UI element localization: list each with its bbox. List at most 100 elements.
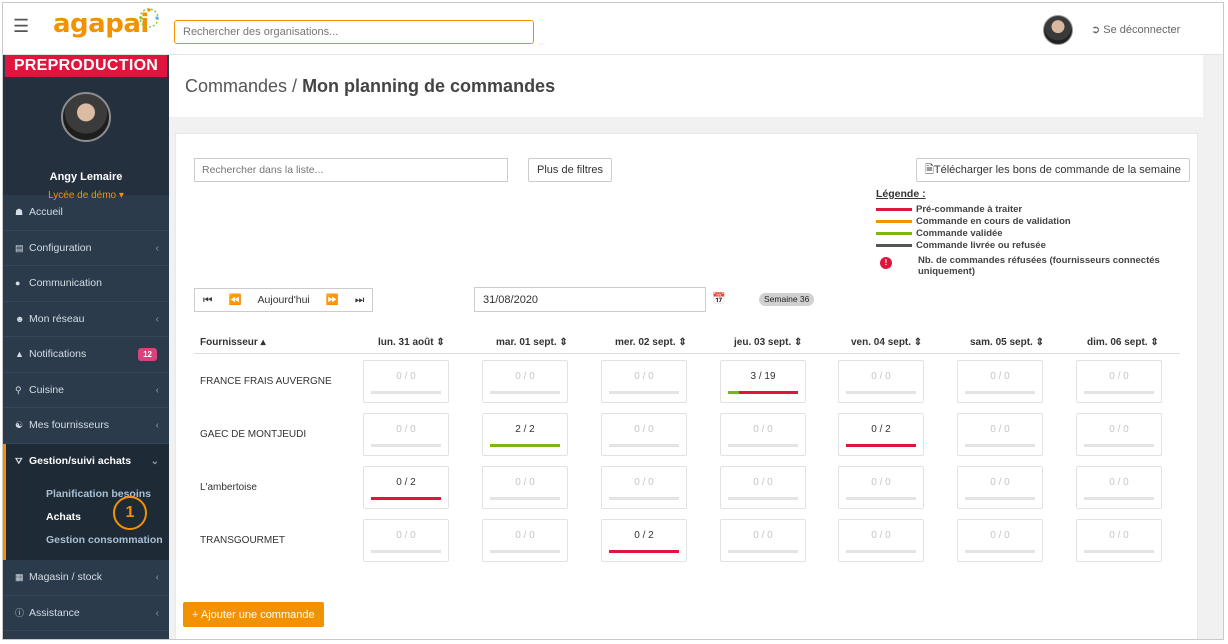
- bell-icon: ▲: [15, 349, 24, 359]
- column-header-day[interactable]: jeu. 03 sept. ⇕: [734, 337, 803, 348]
- order-cell[interactable]: 0 / 0: [482, 466, 568, 509]
- order-cell[interactable]: 0 / 0: [1076, 519, 1162, 562]
- order-count: 0 / 2: [871, 424, 891, 435]
- column-header-day[interactable]: mar. 01 sept. ⇕: [496, 337, 568, 348]
- order-cell[interactable]: 0 / 0: [720, 466, 806, 509]
- column-header-day[interactable]: ven. 04 sept. ⇕: [851, 337, 923, 348]
- table-row: L'ambertoise 0 / 2 0 / 0 0 / 0 0 / 0 0 / 0 0 /…: [194, 466, 1180, 520]
- user-avatar[interactable]: [1043, 15, 1073, 45]
- order-status-bar: [846, 550, 916, 553]
- order-cell[interactable]: 0 / 0: [720, 413, 806, 456]
- supplier-name[interactable]: TRANSGOURMET: [200, 535, 285, 546]
- order-count: 0 / 0: [515, 477, 535, 488]
- table-row: GAEC DE MONTJEUDI 0 / 0 2 / 2 0 / 0 0 / 0 0 /…: [194, 413, 1180, 467]
- order-cell[interactable]: 0 / 2: [601, 519, 687, 562]
- order-cell[interactable]: 0 / 0: [838, 519, 924, 562]
- tutorial-step-marker: 1: [113, 496, 147, 530]
- sidebar-item-assistance[interactable]: ⓘ Assistance ‹: [3, 596, 169, 631]
- order-status-bar: [846, 391, 916, 394]
- sidebar-subitem-planification[interactable]: Planification besoins: [46, 488, 152, 500]
- order-cell[interactable]: 0 / 0: [363, 413, 449, 456]
- organization-search-input[interactable]: [174, 20, 534, 44]
- sidebar-item-accueil[interactable]: ☗ Accueil: [3, 195, 169, 231]
- order-cell[interactable]: 0 / 0: [363, 360, 449, 403]
- caret-down-icon: ▾: [118, 190, 124, 201]
- sidebar-item-notifications[interactable]: ▲ Notifications 12: [3, 337, 169, 373]
- order-cell[interactable]: 0 / 0: [601, 360, 687, 403]
- app-logo[interactable]: agapai: [53, 9, 149, 39]
- sidebar-item-communication[interactable]: ● Communication: [3, 266, 169, 302]
- sidebar-item-gestion-suivi-achats[interactable]: ⛛ Gestion/suivi achats ⌄: [3, 443, 169, 479]
- first-week-button[interactable]: ⏮: [203, 294, 213, 306]
- legend-item: Commande livrée ou refusée: [876, 240, 1176, 252]
- sidebar-item-label: Mon réseau: [29, 312, 85, 325]
- users-icon: ☻: [15, 313, 25, 324]
- sidebar-subitem-achats[interactable]: Achats: [46, 511, 82, 523]
- order-cell[interactable]: 3 / 19: [720, 360, 806, 403]
- legend-item: Pré-commande à traiter: [876, 204, 1176, 216]
- column-header-supplier[interactable]: Fournisseur ▴: [200, 337, 266, 348]
- calendar-icon[interactable]: 📅: [712, 293, 726, 305]
- add-order-button[interactable]: + Ajouter une commande: [183, 602, 324, 627]
- sidebar-item-mes-fournisseurs[interactable]: ☯ Mes fournisseurs ‹: [3, 408, 169, 444]
- order-cell[interactable]: 0 / 0: [720, 519, 806, 562]
- column-header-day[interactable]: sam. 05 sept. ⇕: [970, 337, 1044, 348]
- order-status-bar: [609, 444, 679, 447]
- column-header-day[interactable]: mer. 02 sept. ⇕: [615, 337, 687, 348]
- order-cell[interactable]: 0 / 0: [601, 466, 687, 509]
- sidebar-profile: Angy Lemaire Lycée de démo ▾: [3, 77, 169, 201]
- sidebar-item-mon-reseau[interactable]: ☻ Mon réseau ‹: [3, 302, 169, 337]
- page-header: Commandes / Mon planning de commandes: [169, 55, 1203, 117]
- user-name: Angy Lemaire: [49, 171, 123, 183]
- order-cell[interactable]: 0 / 0: [957, 360, 1043, 403]
- last-week-button[interactable]: ⏭: [354, 294, 365, 306]
- sidebar-item-configuration[interactable]: ▤ Configuration ‹: [3, 231, 169, 266]
- order-cell[interactable]: 0 / 0: [482, 519, 568, 562]
- order-status-bar-segment: [371, 497, 441, 500]
- order-cell[interactable]: 0 / 0: [1076, 360, 1162, 403]
- order-count: 0 / 0: [634, 477, 654, 488]
- sidebar-item-cuisine[interactable]: ⚲ Cuisine ‹: [3, 373, 169, 408]
- date-input[interactable]: [474, 287, 706, 312]
- order-cell[interactable]: 0 / 0: [957, 519, 1043, 562]
- supplier-name[interactable]: GAEC DE MONTJEUDI: [200, 429, 307, 440]
- today-button[interactable]: Aujourd'hui: [257, 294, 310, 306]
- sidebar-avatar: [61, 92, 111, 142]
- supplier-name[interactable]: FRANCE FRAIS AUVERGNE: [200, 376, 332, 387]
- sidebar-nav: ☗ Accueil ▤ Configuration ‹ ● Communication …: [3, 195, 169, 631]
- order-cell[interactable]: 0 / 0: [1076, 413, 1162, 456]
- sidebar-item-magasin-stock[interactable]: ▦ Magasin / stock ‹: [3, 560, 169, 596]
- order-cell[interactable]: 0 / 0: [838, 360, 924, 403]
- download-orders-button[interactable]: 🗎Télécharger les bons de commande de la …: [916, 158, 1190, 182]
- hamburger-menu-icon[interactable]: ☰: [13, 16, 30, 36]
- supplier-name[interactable]: L'ambertoise: [200, 482, 257, 493]
- order-cell[interactable]: 0 / 2: [363, 466, 449, 509]
- order-status-bar: [965, 497, 1035, 500]
- planning-panel: Plus de filtres 🗎Télécharger les bons de…: [175, 133, 1198, 639]
- sidebar-item-label: Communication: [29, 277, 102, 289]
- page-title: Commandes / Mon planning de commandes: [185, 76, 555, 97]
- column-header-day[interactable]: lun. 31 août ⇕: [378, 337, 445, 348]
- order-cell[interactable]: 0 / 0: [957, 413, 1043, 456]
- order-cell[interactable]: 0 / 0: [957, 466, 1043, 509]
- order-cell[interactable]: 2 / 2: [482, 413, 568, 456]
- column-header-day[interactable]: dim. 06 sept. ⇕: [1087, 337, 1159, 348]
- logout-button[interactable]: ➲ Se déconnecter: [1091, 23, 1180, 36]
- organization-selector[interactable]: Lycée de démo ▾: [3, 190, 169, 201]
- order-cell[interactable]: 0 / 2: [838, 413, 924, 456]
- order-cell[interactable]: 0 / 0: [1076, 466, 1162, 509]
- previous-week-button[interactable]: ⏪: [228, 294, 242, 306]
- order-cell[interactable]: 0 / 0: [838, 466, 924, 509]
- boxes-icon: ▦: [15, 572, 24, 582]
- next-week-button[interactable]: ⏩: [325, 294, 339, 306]
- order-cell[interactable]: 0 / 0: [601, 413, 687, 456]
- order-cell[interactable]: 0 / 0: [363, 519, 449, 562]
- order-cell[interactable]: 0 / 0: [482, 360, 568, 403]
- order-status-bar-segment: [739, 391, 798, 394]
- sidebar-subitem-gestion-consommation[interactable]: Gestion consommation: [46, 534, 163, 546]
- list-search-input[interactable]: [194, 158, 508, 182]
- order-status-bar: [609, 391, 679, 394]
- more-filters-button[interactable]: Plus de filtres: [528, 158, 613, 182]
- breadcrumb[interactable]: Commandes /: [185, 76, 298, 96]
- order-status-bar-segment: [846, 444, 916, 447]
